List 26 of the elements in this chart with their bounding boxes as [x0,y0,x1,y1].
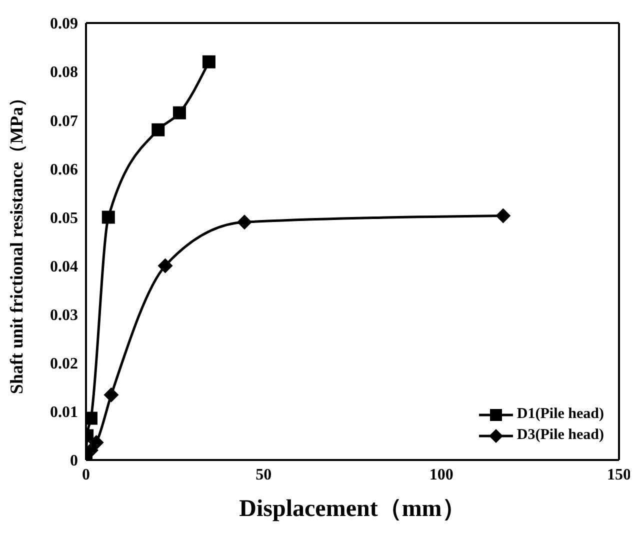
x-axis-title: Displacement（mm） [239,496,466,522]
point [152,123,165,136]
y-tick-label: 0.05 [50,210,78,227]
y-tick-label: 0.04 [50,258,78,276]
y-tick-label: 0.01 [50,404,78,422]
y-axis-title: Shaft unit frictional resistance（MPa） [6,88,26,394]
point [202,55,216,68]
point [104,387,119,402]
y-tick-label: 0.08 [50,64,78,82]
x-tick-label: 0 [82,466,90,484]
y-tick-label: 0 [70,452,78,470]
point [236,214,252,230]
legend-label: D3(Pile head) [516,427,604,444]
y-tick-label: 0.02 [50,356,78,373]
y-tick-label: 0.07 [50,112,78,130]
y-tick-label: 0.09 [50,16,78,33]
y-tick-label: 0.06 [50,161,78,178]
x-tick-label: 50 [256,466,272,484]
point [158,258,173,274]
point [496,208,511,224]
legend-label: D1(Pile head) [516,406,604,423]
x-tick-label: 100 [429,466,454,484]
point [102,210,115,224]
point [172,106,186,120]
point [88,435,104,450]
y-tick-label: 0.03 [50,307,78,324]
